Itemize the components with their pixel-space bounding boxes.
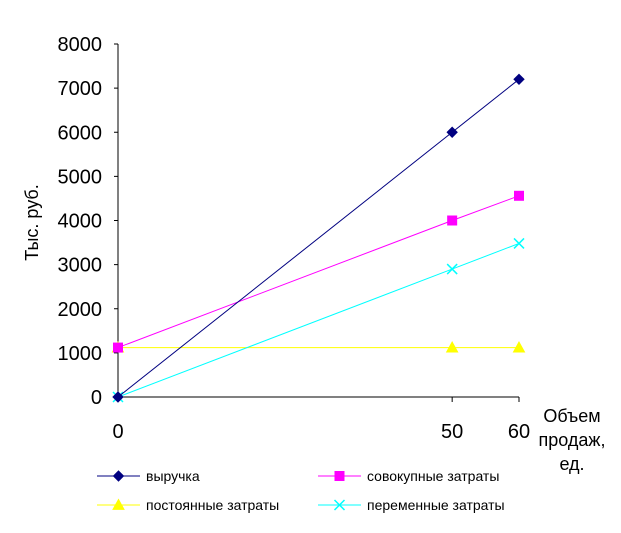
data-point bbox=[446, 126, 458, 138]
y-tick-label: 7000 bbox=[58, 78, 103, 100]
legend-label: постоянные затраты bbox=[146, 497, 279, 513]
series-1 bbox=[113, 190, 524, 353]
legend-marker bbox=[333, 499, 346, 511]
legend-label: совокупные затраты bbox=[367, 468, 499, 484]
legend-marker bbox=[112, 498, 125, 510]
x-axis-title: Объем продаж, ед. bbox=[539, 406, 606, 474]
legend-marker bbox=[334, 471, 345, 481]
x-tick-label: 50 bbox=[441, 421, 463, 443]
y-tick-label: 3000 bbox=[58, 255, 103, 277]
legend-item: переменные затраты bbox=[318, 497, 505, 513]
y-tick-label: 5000 bbox=[58, 166, 103, 188]
legend-label: переменные затраты bbox=[367, 497, 505, 513]
series-layer bbox=[111, 73, 526, 403]
x-axis-title-line: ед. bbox=[559, 454, 584, 474]
series-0 bbox=[112, 73, 525, 403]
legend-label: выручка bbox=[146, 468, 200, 484]
legend: выручка совокупные затраты постоянные затр… bbox=[97, 468, 505, 513]
data-point bbox=[514, 190, 524, 201]
data-point bbox=[513, 237, 525, 249]
y-tick-label: 8000 bbox=[58, 34, 103, 56]
y-tick-label: 2000 bbox=[58, 299, 103, 321]
x-tick-label: 0 bbox=[112, 421, 123, 443]
x-tick-label: 60 bbox=[508, 421, 530, 443]
legend-item: совокупные затраты bbox=[318, 468, 499, 484]
data-point bbox=[445, 341, 459, 353]
series-2 bbox=[111, 341, 526, 353]
data-point bbox=[112, 391, 124, 403]
series-line bbox=[117, 242, 520, 398]
data-point bbox=[447, 215, 458, 226]
data-point bbox=[113, 342, 123, 353]
legend-item: постоянные затраты bbox=[97, 497, 279, 513]
x-axis-ticks: 0 50 60 bbox=[112, 397, 530, 443]
y-axis-title: Тыс. руб. bbox=[22, 184, 42, 260]
legend-marker bbox=[112, 470, 125, 482]
series-line bbox=[117, 195, 520, 349]
y-tick-label: 6000 bbox=[58, 122, 103, 144]
data-point bbox=[512, 341, 526, 353]
x-axis-title-line: Объем bbox=[543, 406, 600, 426]
x-axis-title-line: продаж, bbox=[539, 430, 606, 450]
series-3 bbox=[112, 237, 525, 403]
y-tick-label: 4000 bbox=[58, 211, 103, 233]
legend-item: выручка bbox=[97, 468, 200, 484]
y-axis-ticks: 0 1000 2000 3000 4000 5000 6000 7000 8000 bbox=[58, 34, 118, 409]
data-point bbox=[513, 73, 525, 86]
y-tick-label: 0 bbox=[91, 387, 102, 409]
data-point bbox=[446, 263, 458, 275]
y-tick-label: 1000 bbox=[58, 343, 103, 365]
series-line bbox=[117, 78, 520, 398]
